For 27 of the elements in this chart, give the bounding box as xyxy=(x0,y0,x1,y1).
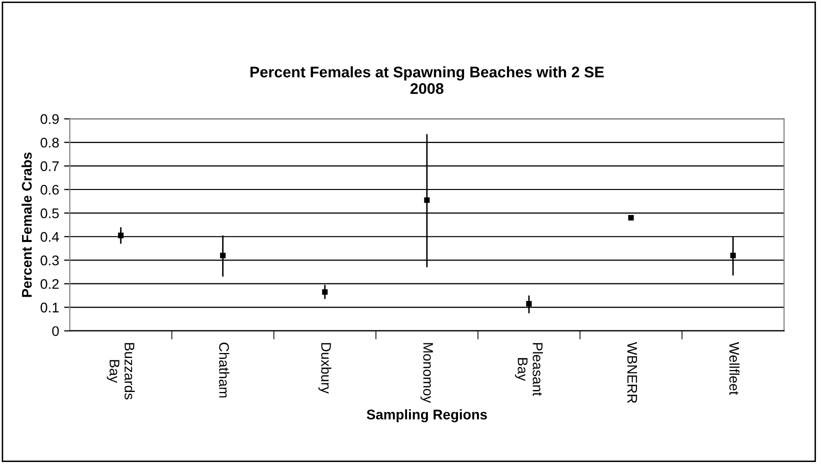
x-tick-label: WBNERR xyxy=(627,342,637,404)
y-tick-label: 0.4 xyxy=(40,232,59,242)
chart-title: Percent Females at Spawning Beaches with 2 SE 2008 xyxy=(250,66,604,94)
y-tick-label: 0.7 xyxy=(40,161,59,172)
point xyxy=(730,252,736,258)
y-tick-label: 0 xyxy=(52,326,59,336)
point xyxy=(322,289,328,295)
point xyxy=(526,300,532,307)
x-tick-label: Buzzards Bay xyxy=(106,343,135,400)
y-tick-label: 0.9 xyxy=(40,114,59,124)
point xyxy=(118,232,124,238)
y-tick-label: 0.1 xyxy=(40,302,59,312)
y-axis-title: Percent Female Crabs xyxy=(22,152,32,297)
x-axis-title: Sampling Regions xyxy=(366,409,487,422)
x-tick-label: Duxbury xyxy=(318,343,332,394)
point xyxy=(220,252,226,258)
y-tick-label: 0.6 xyxy=(40,184,59,195)
x-tick-label: Wellfleet xyxy=(729,342,740,395)
point xyxy=(424,197,430,203)
y-tick-label: 0.2 xyxy=(40,279,59,289)
x-tick-label: Chatham xyxy=(219,342,230,398)
y-tick-label: 0.3 xyxy=(40,256,59,266)
y-tick-label: 0.8 xyxy=(40,138,59,148)
y-tick-label: 0.5 xyxy=(40,208,59,218)
x-tick-label: Monomoy xyxy=(420,343,433,403)
point xyxy=(628,215,634,221)
x-tick-label: Pleasant Bay xyxy=(515,343,543,396)
